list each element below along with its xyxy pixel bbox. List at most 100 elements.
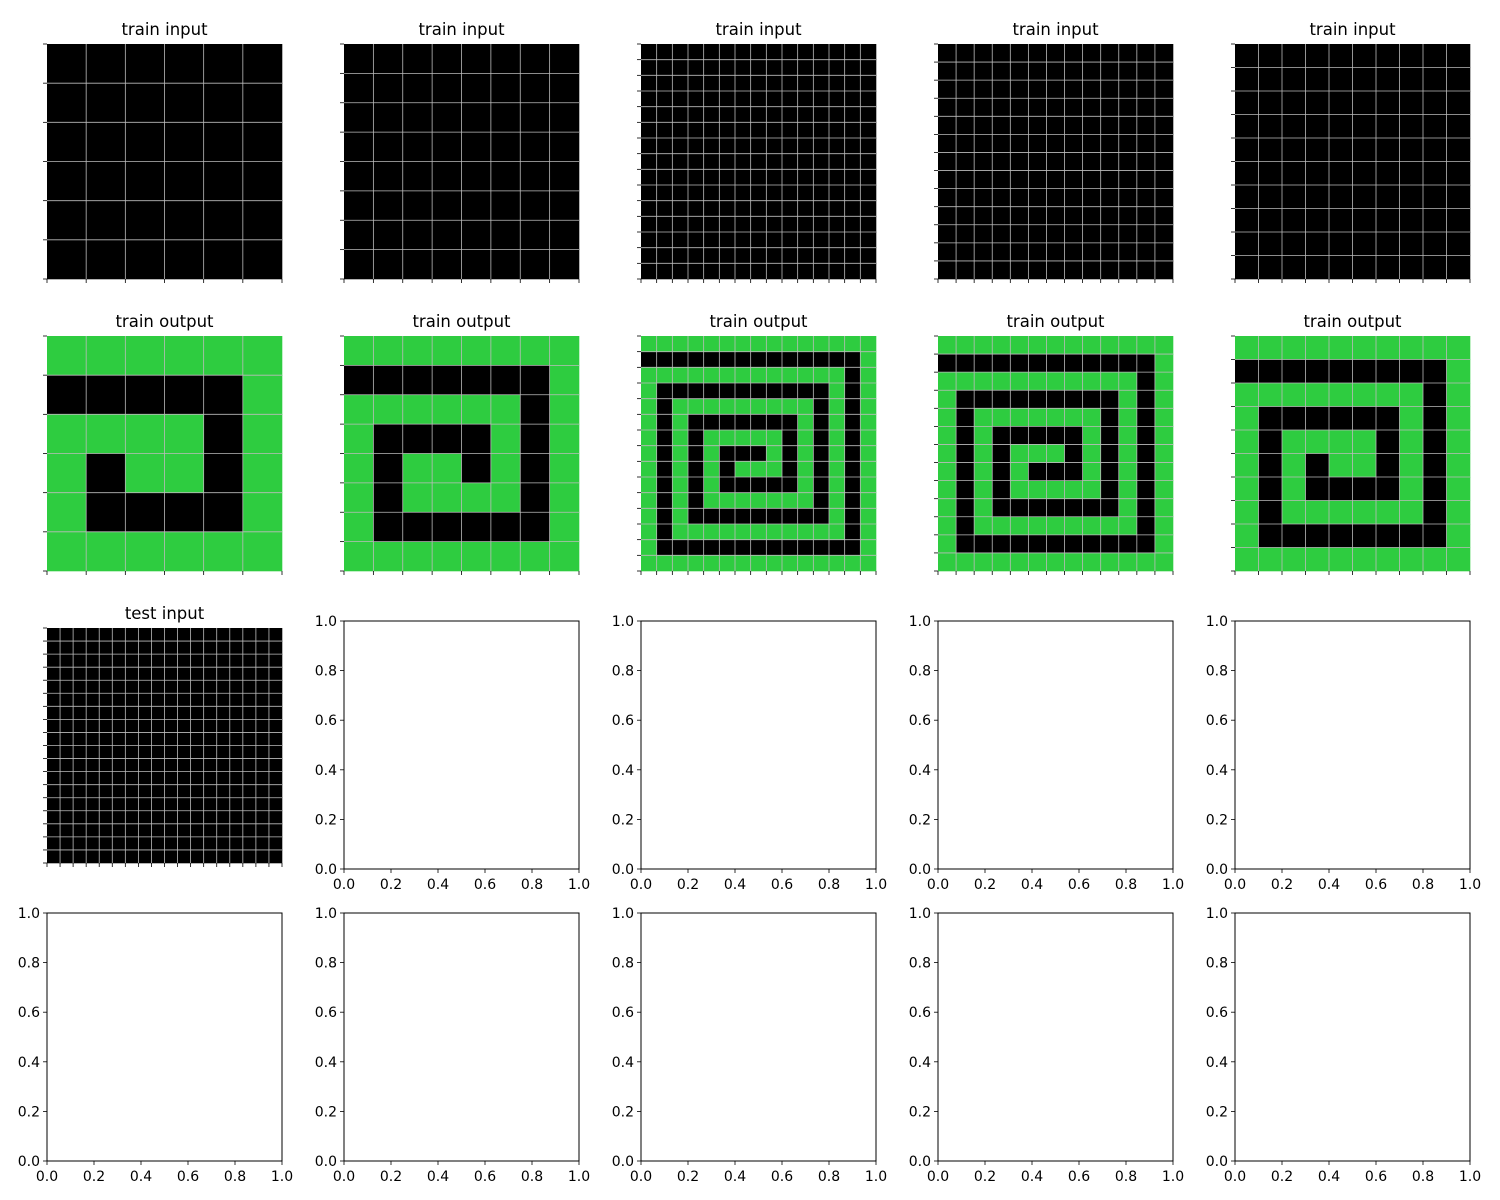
heatmap-cell <box>138 823 152 838</box>
heatmap-cell <box>203 641 218 655</box>
heatmap-cell <box>490 220 521 250</box>
heatmap-cell <box>766 122 783 139</box>
heatmap-cell <box>177 797 191 812</box>
heatmap-cell <box>1258 383 1283 407</box>
heatmap-cell <box>829 185 845 201</box>
heatmap-cell <box>860 445 877 462</box>
heatmap-cell <box>766 138 783 154</box>
heatmap-cell <box>1423 430 1447 454</box>
heatmap-cell <box>242 336 283 376</box>
heatmap-cell <box>86 810 100 825</box>
heatmap-cell <box>190 706 204 720</box>
heatmap-cell <box>138 797 152 812</box>
heatmap-cell <box>797 461 814 478</box>
heatmap-cell <box>797 169 814 186</box>
x-tick-label: 0.8 <box>521 1169 543 1185</box>
heatmap-cell <box>1010 390 1029 409</box>
axes-frame <box>640 912 877 1162</box>
heatmap-cell <box>672 398 689 415</box>
x-tick-label: 0.2 <box>380 1169 402 1185</box>
heatmap-cell <box>992 408 1011 427</box>
heatmap-cell <box>782 44 798 60</box>
heatmap-cell <box>99 667 113 681</box>
heatmap-cell <box>86 83 126 123</box>
heatmap-cell <box>1028 408 1047 427</box>
x-tick-label: 0.6 <box>771 877 793 893</box>
heatmap-cell <box>813 367 830 384</box>
x-tick-label: 0.8 <box>1115 877 1137 893</box>
heatmap-cell <box>860 59 877 76</box>
heatmap-cell <box>844 555 861 572</box>
heatmap-cell <box>549 73 580 104</box>
heatmap-cell <box>782 524 798 540</box>
heatmap-cell <box>125 693 139 707</box>
heatmap-cell <box>242 641 257 655</box>
heatmap-cell <box>750 524 767 540</box>
heatmap-cell <box>641 445 657 462</box>
heatmap-cell <box>719 336 736 352</box>
x-tick-label: 0.0 <box>927 1169 949 1185</box>
heatmap-cell <box>1235 406 1259 431</box>
heatmap-cell <box>1282 383 1306 407</box>
heatmap-cell <box>672 153 689 170</box>
heatmap-cell <box>1136 516 1156 536</box>
heatmap-cell <box>461 394 492 425</box>
heatmap-cell <box>719 75 736 92</box>
heatmap-cell <box>203 797 218 812</box>
heatmap-cell <box>164 654 178 668</box>
heatmap-cell <box>956 462 975 481</box>
heatmap-cell <box>1136 336 1156 355</box>
heatmap-cell <box>1329 406 1353 431</box>
heatmap-cell <box>766 91 783 107</box>
heatmap-cell <box>656 555 673 572</box>
heatmap-cell <box>860 430 877 446</box>
heatmap-cell <box>750 555 767 572</box>
heatmap-cell <box>735 153 751 170</box>
heatmap-cell <box>1064 444 1083 463</box>
heatmap-cell <box>829 263 845 280</box>
heatmap-cell <box>1376 430 1400 454</box>
heatmap-cell <box>766 383 783 399</box>
heatmap-cell <box>60 784 74 799</box>
heatmap-cell <box>1010 408 1029 427</box>
heatmap-cell <box>1235 185 1259 209</box>
heatmap-cell <box>703 539 720 556</box>
heatmap-cell <box>151 706 165 720</box>
heatmap-cell <box>549 220 580 250</box>
axes-frame <box>937 912 1174 1162</box>
heatmap-cell <box>1118 224 1138 244</box>
empty-axes-16: 0.00.00.20.20.40.40.60.60.80.81.01.0 <box>315 906 590 1185</box>
heatmap-cell <box>992 152 1011 171</box>
heatmap-cell <box>549 102 580 133</box>
heatmap-cell <box>1118 480 1138 499</box>
heatmap-cell <box>782 477 798 493</box>
heatmap-cell <box>1258 138 1283 162</box>
heatmap-cell <box>1064 426 1083 445</box>
y-tick-label: 0.8 <box>1206 956 1228 972</box>
heatmap-cell <box>203 732 218 746</box>
heatmap-cell <box>1118 516 1138 536</box>
heatmap-cell <box>766 185 783 201</box>
heatmap-cell <box>860 492 877 509</box>
heatmap-cell <box>1305 232 1330 256</box>
heatmap-cell <box>672 445 689 462</box>
empty-axes-19: 0.00.00.20.20.40.40.60.60.80.81.01.0 <box>1206 906 1481 1185</box>
heatmap-cell <box>268 680 283 694</box>
heatmap-cell <box>974 260 993 280</box>
heatmap-cell <box>1136 354 1156 373</box>
heatmap-cell <box>688 461 704 478</box>
heatmap-cell <box>86 336 126 376</box>
heatmap-cell <box>47 836 61 851</box>
axes-frame <box>1234 620 1471 870</box>
heatmap-cell <box>1235 114 1259 139</box>
heatmap-cell <box>1282 255 1306 280</box>
heatmap-cell <box>703 351 720 368</box>
heatmap-cell <box>1046 534 1065 554</box>
heatmap-cell <box>177 784 191 799</box>
heatmap-cell <box>829 153 845 170</box>
heatmap-cell <box>1118 462 1138 481</box>
y-tick-label: 0.6 <box>909 713 931 729</box>
heatmap-cell <box>1100 116 1120 135</box>
heatmap-cell <box>1064 242 1083 262</box>
heatmap-cell <box>1136 462 1156 481</box>
